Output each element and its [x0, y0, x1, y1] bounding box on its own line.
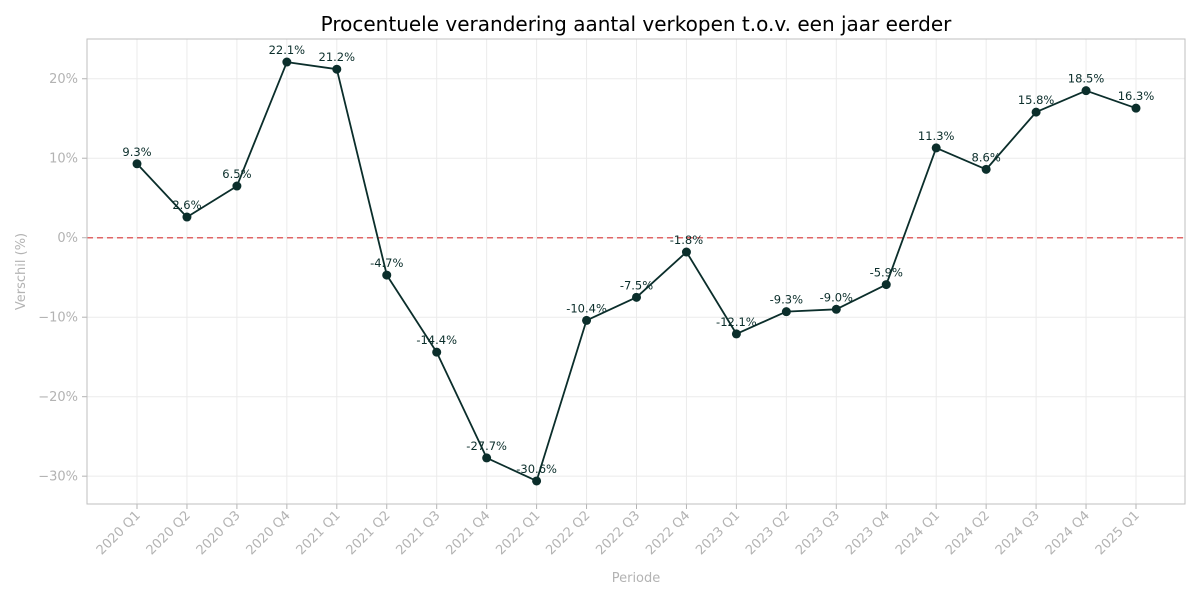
data-label: -30.6% [516, 462, 557, 476]
plot-frame [86, 38, 1186, 505]
data-point [781, 307, 791, 317]
data-point [182, 212, 192, 222]
x-tick-label: 2021 Q1 [294, 508, 344, 558]
x-tick-label: 2024 Q2 [943, 508, 993, 558]
y-tick-label: −30% [38, 470, 78, 485]
data-point [432, 347, 442, 357]
x-tick-label: 2022 Q4 [643, 508, 693, 558]
data-point [931, 143, 941, 153]
data-point [482, 453, 492, 463]
x-tick-label: 2023 Q2 [743, 508, 793, 558]
data-point [831, 304, 841, 314]
data-point [681, 247, 691, 257]
data-point [632, 292, 641, 302]
data-point [382, 270, 392, 280]
y-axis-ticks: −30% −20% −10% 0% 10% 20% [38, 72, 87, 485]
x-tick-label: 2023 Q1 [693, 508, 743, 558]
x-tick-label: 2024 Q4 [1043, 508, 1093, 558]
x-tick-label: 2025 Q1 [1093, 508, 1143, 558]
data-point [1031, 107, 1041, 117]
data-label: -7.5% [620, 278, 653, 292]
x-tick-label: 2022 Q2 [543, 508, 593, 558]
x-tick-label: 2021 Q4 [443, 508, 493, 558]
data-label: 6.5% [222, 167, 251, 181]
data-point [282, 57, 292, 67]
y-tick-label: 0% [57, 231, 78, 246]
data-label: -12.1% [716, 315, 757, 329]
data-label: -14.4% [416, 333, 457, 347]
grid [87, 39, 1185, 504]
data-point [582, 315, 592, 325]
data-label: 2.6% [172, 198, 201, 212]
data-label: 22.1% [269, 43, 306, 57]
data-point [232, 181, 242, 191]
data-label: 18.5% [1068, 72, 1105, 86]
data-point [731, 329, 741, 339]
x-tick-label: 2023 Q3 [793, 508, 843, 558]
y-tick-label: 20% [49, 72, 78, 87]
y-tick-label: −20% [38, 390, 78, 405]
chart-title: Procentuele verandering aantal verkopen … [321, 12, 952, 36]
data-point [981, 164, 991, 174]
data-label: 11.3% [918, 129, 955, 143]
data-labels: 9.3%2.6%6.5%22.1%21.2%-4.7%-14.4%-27.7%-… [122, 43, 1154, 476]
data-point [881, 280, 891, 290]
data-label: 15.8% [1018, 93, 1055, 107]
x-tick-label: 2022 Q1 [493, 508, 543, 558]
data-label: -1.8% [670, 233, 703, 247]
data-point [1131, 103, 1141, 113]
x-tick-label: 2024 Q3 [993, 508, 1043, 558]
x-tick-label: 2020 Q3 [194, 508, 244, 558]
x-axis-ticks: 2020 Q1 2020 Q2 2020 Q3 2020 Q4 2021 Q1 2021 … [94, 504, 1143, 558]
x-tick-label: 2021 Q2 [344, 508, 394, 558]
y-tick-label: 10% [49, 152, 78, 167]
data-point [1081, 86, 1091, 96]
data-label: -9.3% [770, 293, 803, 307]
y-tick-label: −10% [38, 311, 78, 326]
data-label: -9.0% [820, 290, 853, 304]
data-label: 8.6% [972, 150, 1001, 164]
data-label: 21.2% [319, 50, 356, 64]
data-point [532, 476, 542, 486]
data-label: -5.9% [870, 266, 903, 280]
x-tick-label: 2023 Q4 [843, 508, 893, 558]
data-label: -10.4% [566, 301, 607, 315]
data-point [132, 159, 142, 169]
x-tick-label: 2020 Q2 [144, 508, 194, 558]
y-axis-label: Verschil (%) [14, 233, 29, 310]
data-label: 9.3% [122, 145, 151, 159]
x-tick-label: 2024 Q1 [893, 508, 943, 558]
data-label: -27.7% [466, 439, 507, 453]
x-tick-label: 2022 Q3 [593, 508, 643, 558]
data-points [132, 57, 1141, 486]
data-label: 16.3% [1118, 89, 1155, 103]
data-point [332, 64, 342, 74]
x-tick-label: 2021 Q3 [394, 508, 444, 558]
x-tick-label: 2020 Q4 [244, 508, 294, 558]
data-label: -4.7% [370, 256, 403, 270]
x-axis-label: Periode [612, 571, 661, 586]
x-tick-label: 2020 Q1 [94, 508, 144, 558]
